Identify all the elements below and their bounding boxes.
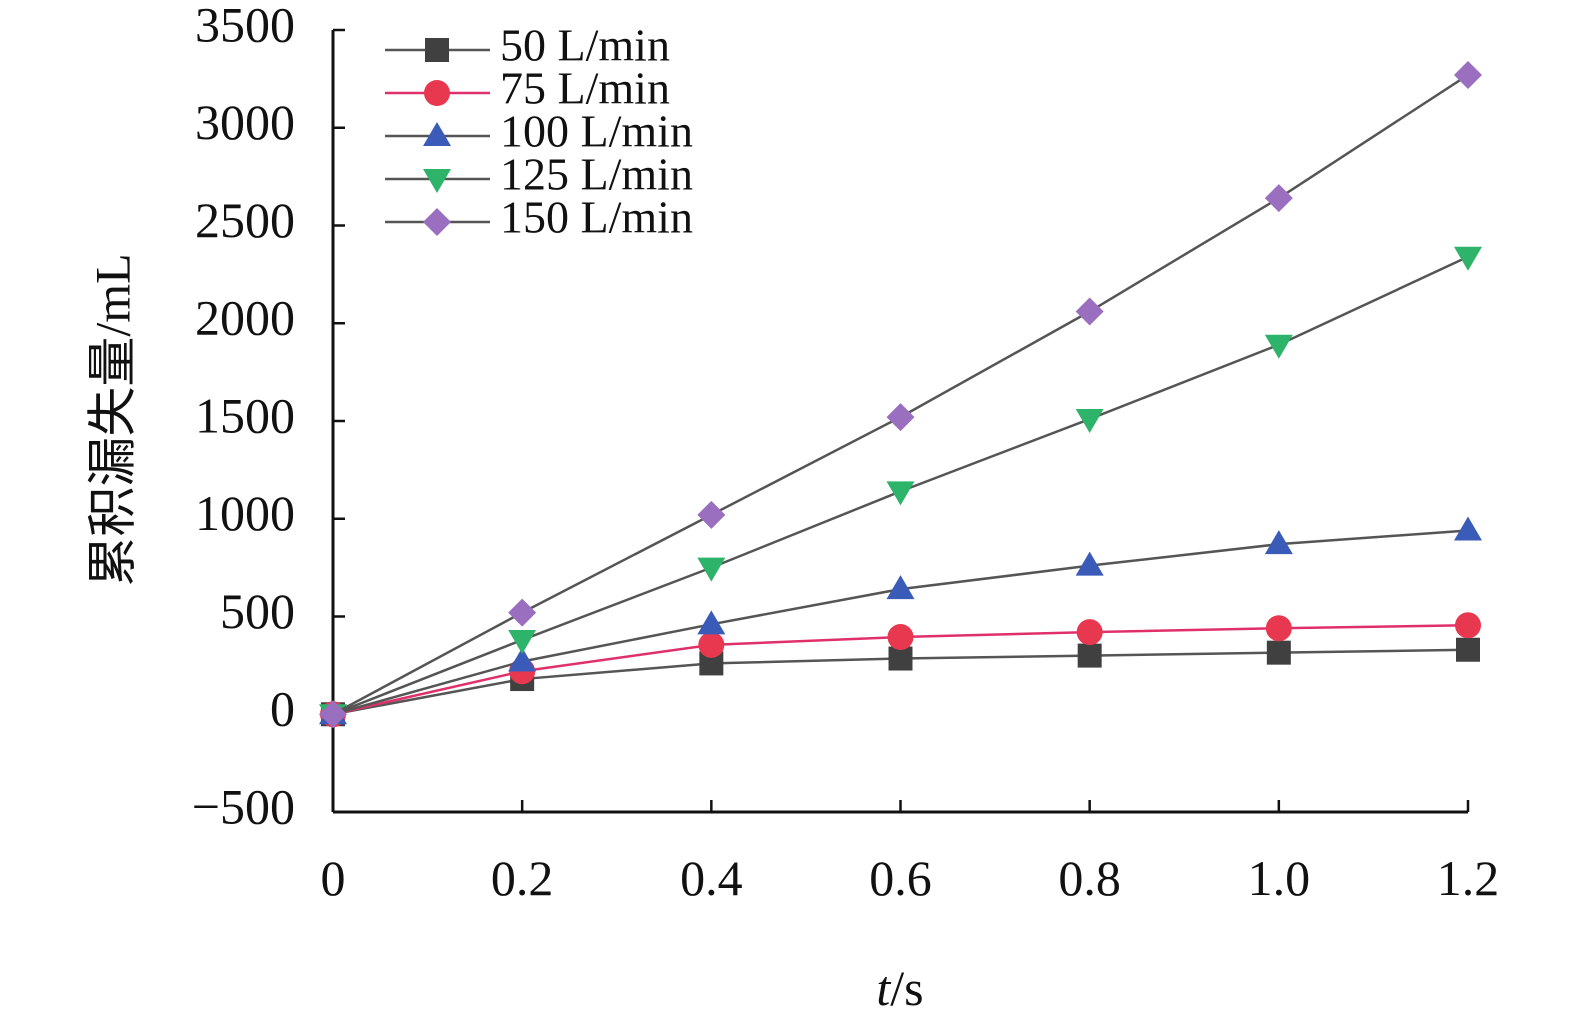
x-tick-label: 0.6 bbox=[869, 850, 932, 906]
x-tick-label: 0.8 bbox=[1058, 850, 1121, 906]
y-tick-label: 3500 bbox=[195, 0, 295, 52]
x-tick-label: 1.2 bbox=[1437, 850, 1500, 906]
legend-label: 100 L/min bbox=[500, 106, 693, 157]
legend-label: 75 L/min bbox=[500, 63, 670, 114]
axes: −500 0 500 1000 1500 2000 2500 3000 3500 0 0.2 0.4 0… bbox=[192, 0, 1499, 906]
legend-marker bbox=[424, 80, 450, 106]
legend-marker bbox=[425, 38, 449, 62]
x-tick-label: 0 bbox=[321, 850, 346, 906]
y-tick-label: 1500 bbox=[195, 387, 295, 443]
y-axis-title: 累积漏失量/mL bbox=[84, 253, 140, 586]
x-axis-title-var: t bbox=[876, 960, 891, 1016]
data-point bbox=[1454, 60, 1482, 89]
data-point bbox=[886, 481, 915, 506]
x-tick-label: 0.4 bbox=[680, 850, 743, 906]
data-point bbox=[1455, 612, 1481, 639]
data-point bbox=[1076, 619, 1103, 646]
x-axis-title-unit: /s bbox=[890, 960, 923, 1016]
series-3 bbox=[319, 246, 1482, 729]
data-point bbox=[1264, 334, 1293, 359]
x-tick-label: 1.0 bbox=[1248, 850, 1311, 906]
x-axis-title: t/s bbox=[876, 960, 923, 1016]
data-point bbox=[697, 500, 726, 529]
data-point bbox=[1264, 530, 1293, 555]
data-point bbox=[697, 610, 726, 635]
data-point bbox=[508, 647, 537, 672]
series-layer bbox=[319, 60, 1482, 729]
y-tick-label: 0 bbox=[270, 681, 295, 737]
data-point bbox=[888, 646, 913, 671]
y-tick-label: 2500 bbox=[195, 192, 295, 248]
data-point bbox=[1075, 551, 1104, 576]
y-tick-label: 3000 bbox=[195, 94, 295, 150]
data-point bbox=[319, 700, 347, 729]
data-point bbox=[1075, 409, 1104, 434]
y-tick-label: 500 bbox=[220, 583, 295, 639]
legend-label: 150 L/min bbox=[500, 192, 693, 243]
data-point bbox=[1265, 615, 1292, 642]
data-point bbox=[887, 624, 914, 651]
data-point bbox=[1266, 640, 1291, 665]
y-tick-label: −500 bbox=[192, 778, 295, 834]
data-point bbox=[697, 557, 726, 582]
data-point bbox=[508, 598, 537, 627]
data-point bbox=[886, 403, 915, 432]
data-point bbox=[886, 575, 915, 600]
data-point bbox=[1454, 516, 1482, 541]
series-2 bbox=[319, 516, 1482, 725]
data-point bbox=[1075, 297, 1104, 326]
data-point bbox=[508, 629, 537, 654]
legend-marker bbox=[423, 208, 451, 236]
legend-marker bbox=[423, 169, 451, 193]
series-4 bbox=[319, 60, 1482, 729]
y-tick-label: 1000 bbox=[195, 485, 295, 541]
legend-label: 50 L/min bbox=[500, 20, 670, 71]
y-tick-label: 2000 bbox=[195, 290, 295, 346]
x-tick-label: 0.2 bbox=[491, 850, 554, 906]
legend-marker bbox=[423, 122, 451, 146]
data-point bbox=[698, 631, 725, 658]
data-point bbox=[1077, 643, 1102, 668]
data-point bbox=[1456, 637, 1480, 662]
legend-label: 125 L/min bbox=[500, 149, 693, 200]
data-point bbox=[1454, 246, 1482, 271]
data-point bbox=[1264, 184, 1293, 213]
